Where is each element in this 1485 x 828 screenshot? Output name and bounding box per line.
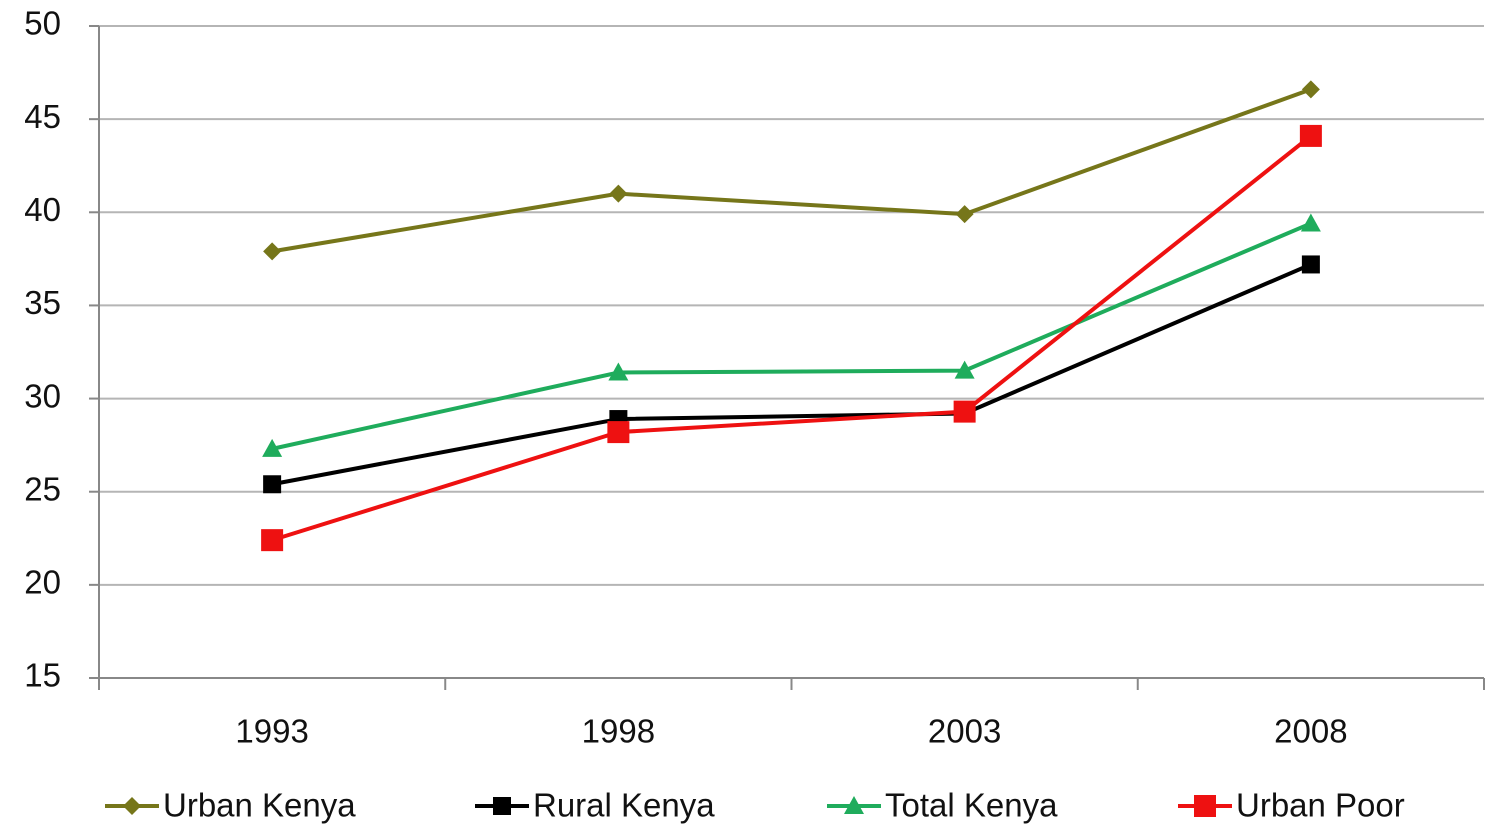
series-line (271, 262, 1312, 487)
marker (953, 400, 976, 423)
y-tick-label: 50 (24, 5, 61, 42)
marker (954, 360, 975, 379)
legend-marker (1194, 795, 1216, 817)
y-tick-label: 40 (24, 191, 61, 228)
legend-marker (844, 796, 864, 814)
marker (609, 184, 628, 203)
x-tick-label: 2008 (1274, 713, 1347, 750)
x-tick-label: 1998 (582, 713, 655, 750)
y-tick-label: 45 (24, 98, 61, 135)
y-tick-label: 35 (24, 284, 61, 321)
marker (262, 438, 283, 457)
y-tick-label: 25 (24, 470, 61, 507)
y-tick-label: 20 (24, 564, 61, 601)
series-line (271, 134, 1313, 543)
series-line (271, 87, 1312, 254)
y-tick-label: 30 (24, 377, 61, 414)
marker (261, 529, 284, 552)
x-tick-label: 1993 (235, 713, 308, 750)
marker (1299, 124, 1322, 147)
legend-label: Rural Kenya (533, 787, 715, 824)
series-line (271, 221, 1312, 451)
legend-marker (123, 797, 141, 815)
marker (263, 475, 282, 494)
marker (263, 242, 282, 261)
marker (1301, 255, 1320, 274)
marker (608, 362, 629, 381)
marker (955, 205, 974, 224)
marker (1300, 213, 1321, 232)
legend-label: Urban Kenya (163, 787, 356, 824)
y-tick-label: 15 (24, 657, 61, 694)
x-tick-label: 2003 (928, 713, 1001, 750)
legend-marker (493, 797, 511, 815)
marker (607, 421, 630, 444)
marker (1301, 80, 1320, 99)
legend-label: Total Kenya (885, 787, 1058, 824)
legend-label: Urban Poor (1236, 787, 1405, 824)
